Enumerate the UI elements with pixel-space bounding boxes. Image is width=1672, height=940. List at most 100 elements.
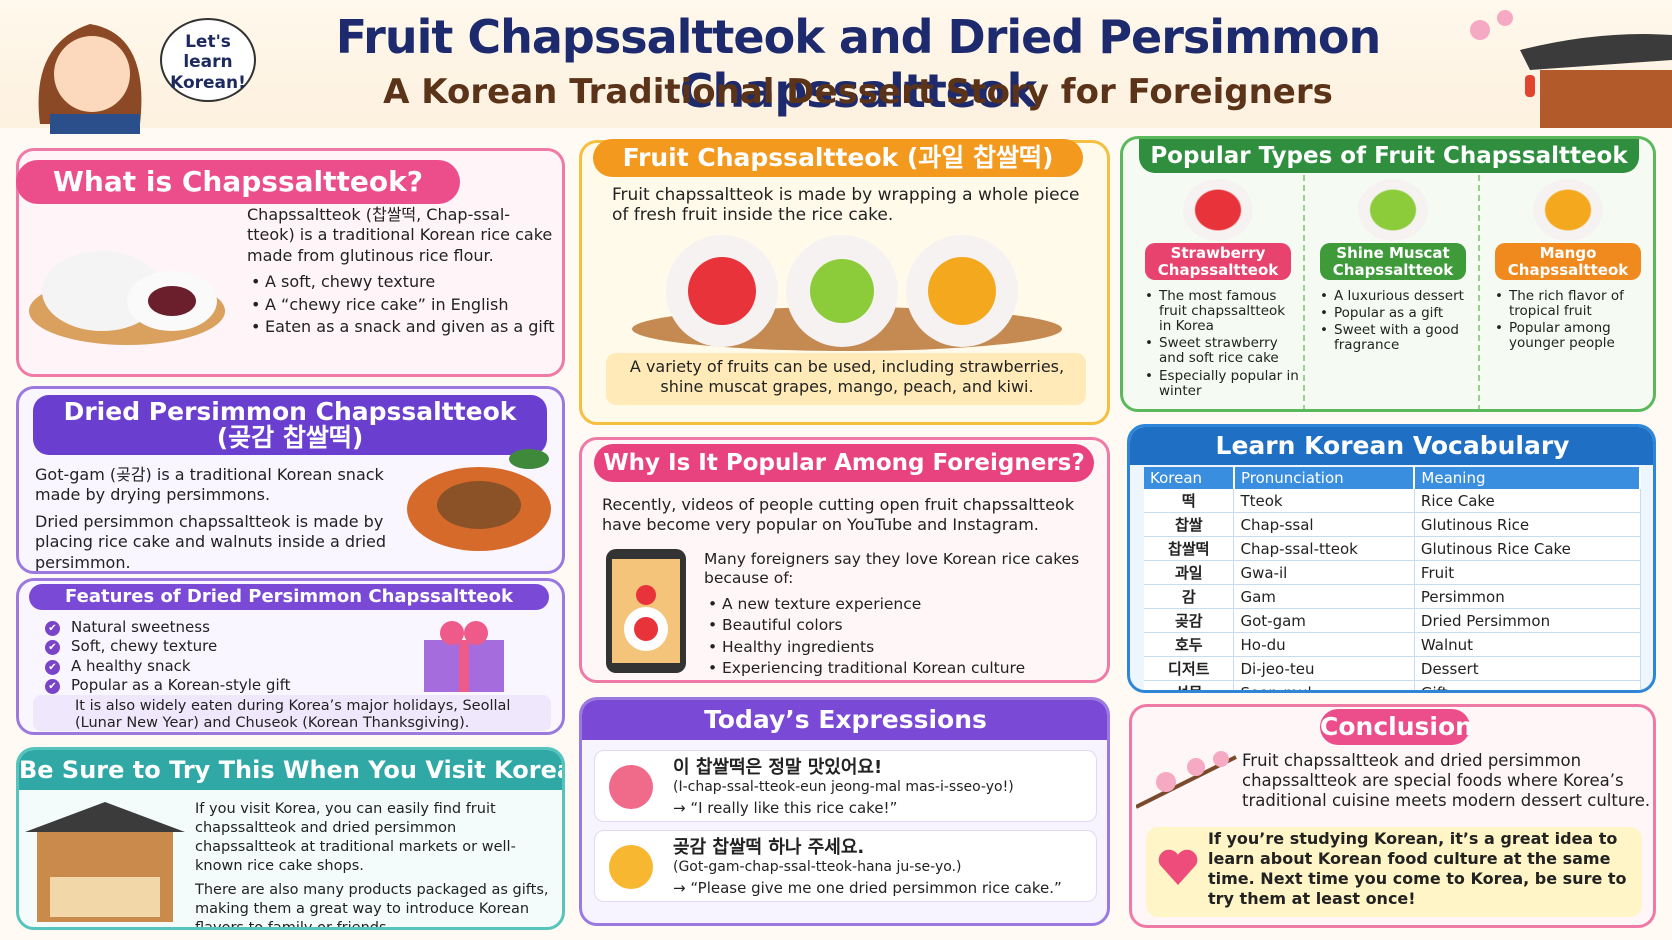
vocab-row: 과일 Gwa-il Fruit bbox=[1144, 560, 1641, 585]
type-column: Mango Chapssaltteok The rich flavor of tr… bbox=[1485, 175, 1653, 409]
list-item: If you visit Korea, you can easily find … bbox=[195, 801, 516, 874]
what-is-text: Chapssaltteok (찹쌀떡, Chap-ssal-tteok) is … bbox=[247, 205, 557, 340]
paragraphs: Got-gam (곶감) is a traditional Korean sna… bbox=[35, 465, 395, 571]
vocab-cell: Chap-ssal bbox=[1233, 512, 1415, 537]
type-name: Mango Chapssaltteok bbox=[1495, 243, 1641, 280]
reasons: Many foreigners say they love Korean ric… bbox=[704, 550, 1099, 680]
type-column: Shine Muscat Chapssaltteok A luxurious de… bbox=[1310, 175, 1480, 409]
vocab-cell: Persimmon bbox=[1414, 584, 1641, 609]
list-item: Got-gam (곶감) is a traditional Korean sna… bbox=[35, 465, 384, 505]
type-point: Especially popular in winter bbox=[1141, 368, 1299, 399]
translation: → “Please give me one dried persimmon ri… bbox=[673, 879, 1062, 897]
vocab-cell: 떡 bbox=[1144, 489, 1235, 513]
vocab-row: 디저트 Di-jeo-teu Dessert bbox=[1144, 656, 1641, 681]
vocab-cell: 호두 bbox=[1144, 632, 1235, 657]
speech-badge: Let's learn Korean! bbox=[160, 18, 256, 102]
dried-persimmon-card: Dried Persimmon Chapssaltteok (곶감 찹쌀떡) Go… bbox=[16, 386, 565, 574]
feature-list: Natural sweetnessSoft, chewy textureA he… bbox=[45, 617, 291, 696]
vocab-cell: Glutinous Rice bbox=[1414, 512, 1641, 537]
vocabulary-card: Learn Korean Vocabulary Korean Pronunciat… bbox=[1127, 424, 1656, 693]
vocab-cell: Walnut bbox=[1414, 632, 1641, 657]
intro: Chapssaltteok (찹쌀떡, Chap-ssal-tteok) is … bbox=[247, 205, 553, 265]
vocab-row: 찹쌀떡 Chap-ssal-tteok Glutinous Rice Cake bbox=[1144, 536, 1641, 561]
paragraphs: If you visit Korea, you can easily find … bbox=[195, 800, 560, 930]
romanization: (I-chap-ssal-tteok-eun jeong-mal mas-i-s… bbox=[673, 779, 1014, 795]
blossom-illustration bbox=[1136, 751, 1237, 809]
vocab-row: 호두 Ho-du Walnut bbox=[1144, 632, 1641, 657]
visit-card: Be Sure to Try This When You Visit Korea… bbox=[16, 747, 565, 930]
type-points: A luxurious dessertPopular as a gift Swee… bbox=[1316, 287, 1474, 355]
popular-intro: Recently, videos of people cutting open … bbox=[602, 495, 1075, 535]
conclusion-text: Fruit chapssaltteok and dried persimmon … bbox=[1242, 751, 1651, 810]
column-header: Meaning bbox=[1414, 467, 1641, 489]
type-point: Sweet with a good fragrance bbox=[1316, 323, 1474, 353]
gift-illustration bbox=[424, 621, 504, 692]
reasons-intro: Many foreigners say they love Korean ric… bbox=[704, 550, 1080, 588]
section-title: Features of Dried Persimmon Chapssaltteo… bbox=[29, 584, 549, 610]
list-item: A soft, chewy texture bbox=[247, 272, 557, 293]
title: Dried Persimmon Chapssaltteok bbox=[63, 397, 517, 426]
type-name: Strawberry Chapssaltteok bbox=[1145, 243, 1291, 280]
title-korean: (곶감 찹쌀떡) bbox=[216, 423, 364, 452]
type-point: A luxurious dessert bbox=[1316, 288, 1474, 304]
vocab-row: 떡 Tteok Rice Cake bbox=[1144, 489, 1641, 513]
korean: 이 찹쌀떡은 정말 맛있어요! bbox=[673, 757, 883, 778]
section-title: Today’s Expressions bbox=[582, 700, 1107, 740]
list-item: Popular as a Korean-style gift bbox=[45, 676, 291, 694]
phone-illustration bbox=[606, 549, 686, 673]
vocab-cell: 과일 bbox=[1144, 560, 1235, 585]
column-header: Pronunciation bbox=[1233, 467, 1416, 489]
expression-box: 곶감 찹쌀떡 하나 주세요. (Got-gam-chap-ssal-tteok-h… bbox=[594, 830, 1097, 902]
note-box bbox=[33, 695, 551, 731]
list-item: Eaten as a snack and given as a gift bbox=[247, 317, 557, 338]
expression-icon bbox=[609, 845, 653, 889]
romanization: (Got-gam-chap-ssal-tteok-hana ju-se-yo.) bbox=[673, 859, 962, 875]
fruit-intro: Fruit chapssaltteok is made by wrapping … bbox=[612, 185, 1080, 226]
vocab-row: 찹쌀 Chap-ssal Glutinous Rice bbox=[1144, 512, 1641, 537]
fruit-icon bbox=[1533, 179, 1603, 241]
type-point: Popular among younger people bbox=[1491, 321, 1649, 351]
list-item: Soft, chewy texture bbox=[45, 637, 291, 656]
type-points: The most famous fruit chapssaltteok in K… bbox=[1141, 287, 1299, 401]
list-item: Healthy ingredients bbox=[704, 638, 1099, 658]
vocab-row: 선물 Seon-mul Gift bbox=[1144, 680, 1641, 690]
vocab-cell: Rice Cake bbox=[1414, 489, 1641, 513]
vocab-cell: 찹쌀떡 bbox=[1144, 536, 1235, 561]
type-name: Shine Muscat Chapssaltteok bbox=[1320, 243, 1466, 280]
type-column: Strawberry Chapssaltteok The most famous … bbox=[1135, 175, 1305, 409]
vocab-cell: Ho-du bbox=[1233, 632, 1415, 657]
vocab-row: 감 Gam Persimmon bbox=[1144, 584, 1641, 609]
section-title: Be Sure to Try This When You Visit Korea bbox=[19, 750, 562, 790]
section-title: Why Is It Popular Among Foreigners? bbox=[594, 444, 1094, 482]
holiday-note: It is also widely eaten during Korea’s m… bbox=[75, 698, 511, 732]
vocab-cell: Got-gam bbox=[1233, 608, 1415, 633]
vocab-cell: 선물 bbox=[1144, 680, 1235, 690]
section-title: Dried Persimmon Chapssaltteok (곶감 찹쌀떡) bbox=[33, 395, 547, 455]
list-item: Experiencing traditional Korean culture bbox=[704, 659, 1099, 679]
vocab-cell: Di-jeo-teu bbox=[1233, 656, 1415, 681]
type-point: The most famous fruit chapssaltteok in K… bbox=[1141, 288, 1299, 334]
fruit-rice-cakes-illustration bbox=[632, 235, 1062, 351]
expressions-card: Today’s Expressions 이 찹쌀떡은 정말 맛있어요! (I-ch… bbox=[579, 697, 1110, 926]
expression-box: 이 찹쌀떡은 정말 맛있어요! (I-chap-ssal-tteok-eun je… bbox=[594, 750, 1097, 822]
vocab-cell: 찹쌀 bbox=[1144, 512, 1235, 537]
vocab-cell: Fruit bbox=[1414, 560, 1641, 585]
list-item: There are also many products packaged as… bbox=[195, 882, 549, 930]
section-title: Conclusion bbox=[1320, 709, 1473, 745]
persimmon-illustration bbox=[407, 449, 551, 551]
teacher-illustration bbox=[38, 24, 142, 134]
vocab-cell: Tteok bbox=[1233, 489, 1415, 513]
conclusion-card: Conclusion Fruit chapssaltteok and dried… bbox=[1129, 704, 1656, 928]
heart-icon bbox=[1158, 849, 1198, 885]
popular-card: Why Is It Popular Among Foreigners? Rece… bbox=[579, 437, 1110, 683]
rice-cake-illustration bbox=[29, 251, 225, 345]
section-title: Popular Types of Fruit Chapssaltteok bbox=[1139, 139, 1639, 173]
list-item: Natural sweetness bbox=[45, 618, 291, 637]
vocab-cell: Chap-ssal-tteok bbox=[1233, 536, 1415, 561]
column-header: Korean bbox=[1144, 467, 1235, 489]
section-title: Fruit Chapssaltteok (과일 찹쌀떡) bbox=[593, 139, 1083, 177]
header-row: Korean Pronunciation Meaning bbox=[1144, 467, 1641, 489]
tip-box bbox=[1146, 827, 1642, 917]
vocab-cell: Gwa-il bbox=[1233, 560, 1415, 585]
